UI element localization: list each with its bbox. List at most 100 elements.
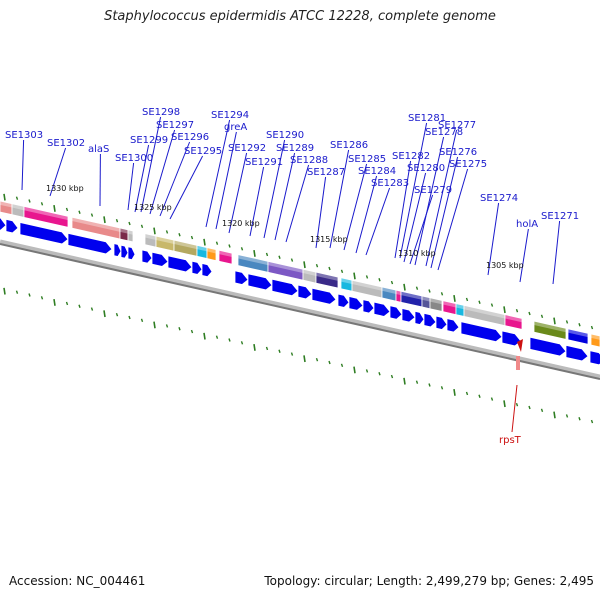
gene-label[interactable]: SE1275	[449, 159, 487, 170]
cog-highlight	[422, 295, 430, 302]
cog-highlight	[443, 300, 456, 308]
gene-arrow	[247, 273, 273, 291]
tick-mark	[90, 213, 94, 217]
tick-mark	[540, 314, 544, 319]
tick-mark	[328, 266, 331, 271]
gene-arrow	[67, 232, 113, 255]
leader-line	[399, 122, 428, 259]
scale-label: 1315 kbp	[310, 235, 348, 244]
tick-mark	[465, 391, 469, 396]
tick-mark	[578, 417, 581, 421]
gene-label[interactable]: SE1294	[211, 110, 249, 121]
gene-arrow	[141, 249, 153, 264]
gene-label[interactable]: SE1299	[130, 135, 168, 146]
cog-highlight	[145, 233, 156, 240]
leader-line	[343, 163, 368, 251]
tick-mark	[40, 202, 44, 206]
gene-label[interactable]: SE1281	[408, 113, 446, 124]
leader-line	[140, 116, 162, 213]
cog-highlight	[120, 228, 128, 234]
tick-mark	[378, 278, 381, 282]
gene-label[interactable]: SE1271	[541, 211, 579, 222]
gene-label[interactable]: SE1287	[307, 167, 345, 178]
gene-label[interactable]: SE1288	[290, 155, 328, 166]
rpst-feature[interactable]: rpsT	[499, 339, 523, 446]
cog-highlight	[430, 297, 442, 305]
tick-mark	[78, 304, 81, 308]
tick-mark	[165, 230, 169, 234]
leader-line	[249, 166, 265, 237]
tick-mark	[128, 221, 131, 226]
leader-line	[487, 202, 500, 276]
tick-mark	[565, 414, 569, 418]
gene-label[interactable]: SE1297	[156, 120, 194, 131]
forward-gene-arrows	[0, 217, 600, 366]
gene-label[interactable]: SE1284	[358, 166, 396, 177]
cog-highlight	[0, 201, 12, 208]
tick-mark	[140, 318, 144, 323]
gene-arrow	[311, 287, 337, 305]
leader-line	[228, 152, 248, 234]
cog-highlight	[505, 314, 522, 323]
cog-segment	[504, 314, 523, 330]
tick-mark	[115, 218, 119, 223]
gene-label[interactable]: SE1278	[425, 127, 463, 138]
leader-line	[552, 220, 561, 285]
tick-mark	[440, 292, 444, 296]
gene-label[interactable]: SE1280	[407, 163, 445, 174]
gene-label[interactable]: alaS	[88, 144, 109, 155]
cog-segment	[567, 328, 589, 345]
tick-mark	[153, 321, 156, 329]
rpst-label[interactable]: rpsT	[499, 435, 522, 446]
gene-label[interactable]: SE1285	[348, 154, 386, 165]
backbone-line	[0, 243, 600, 380]
gene-arrow	[0, 217, 7, 231]
cog-highlight	[396, 290, 401, 296]
gene-label[interactable]: SE1292	[228, 143, 266, 154]
gene-label[interactable]: SE1277	[438, 120, 476, 131]
tick-mark	[90, 307, 94, 311]
leader-line	[134, 144, 150, 213]
tick-mark	[565, 320, 569, 324]
gene-label[interactable]: SE1298	[142, 107, 180, 118]
gene-label[interactable]: SE1276	[439, 147, 477, 158]
cog-highlight	[12, 203, 24, 211]
gene-label[interactable]: SE1303	[5, 130, 43, 141]
tick-mark	[240, 341, 244, 345]
tick-mark	[190, 235, 194, 240]
tick-mark	[228, 244, 231, 248]
gene-label[interactable]: SE1291	[245, 157, 283, 168]
scale-label: 1330 kbp	[46, 184, 84, 193]
tick-mark	[365, 275, 369, 279]
gene-label[interactable]: holA	[516, 219, 538, 230]
cog-highlight	[238, 254, 268, 266]
tick-mark	[415, 286, 419, 290]
tick-mark	[128, 315, 131, 320]
cog-highlight	[197, 245, 207, 252]
cog-highlight	[456, 303, 464, 310]
rpst-gene-box	[516, 356, 520, 370]
gene-label[interactable]: SE1289	[276, 143, 314, 154]
tick-mark	[478, 300, 481, 304]
gene-label[interactable]: SE1286	[330, 140, 368, 151]
gene-label[interactable]: SE1279	[414, 185, 452, 196]
gene-label[interactable]: SE1302	[47, 138, 85, 149]
gene-label[interactable]: SE1295	[184, 146, 222, 157]
leader-line	[49, 147, 67, 197]
tick-mark	[65, 207, 69, 212]
tick-mark	[515, 308, 519, 313]
gene-label[interactable]: SE1296	[171, 132, 209, 143]
gene-label[interactable]: SE1300	[115, 153, 153, 164]
gene-label[interactable]: SE1282	[392, 151, 430, 162]
rpst-gene-arrow	[517, 339, 523, 352]
gene-label[interactable]: SE1283	[371, 178, 409, 189]
tick-mark	[53, 299, 56, 306]
cog-highlight	[401, 291, 422, 300]
tick-mark	[28, 293, 31, 297]
gene-label[interactable]: SE1290	[266, 130, 304, 141]
gene-label[interactable]: greA	[224, 122, 247, 133]
gene-label[interactable]: SE1274	[480, 193, 518, 204]
cog-segment	[315, 271, 339, 289]
cog-segment	[218, 249, 233, 265]
